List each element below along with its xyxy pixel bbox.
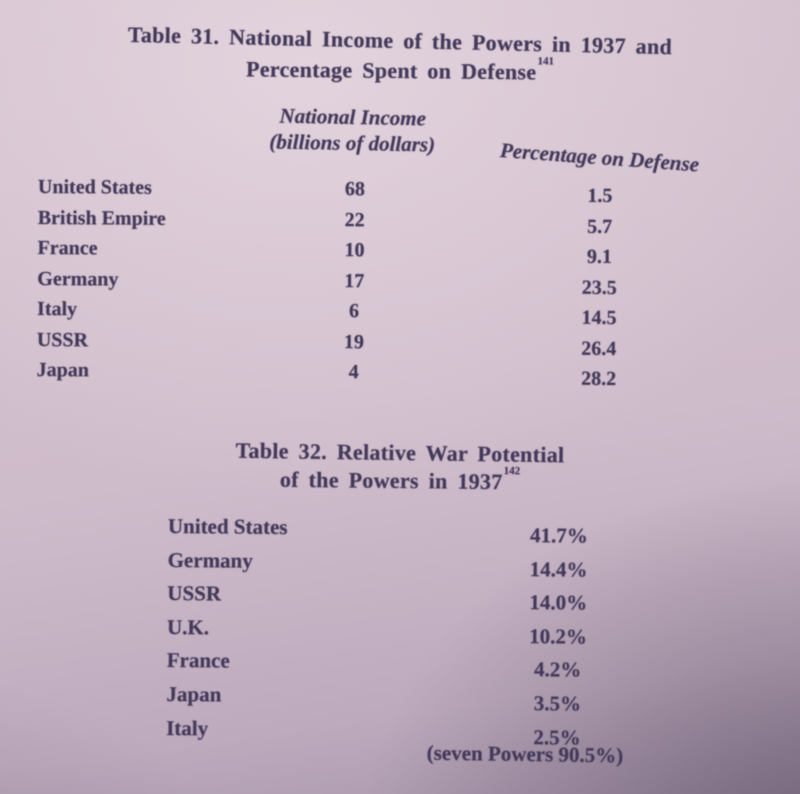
country-label: USSR [167,581,222,606]
seven-powers-total: (seven Powers 90.5%) [426,740,624,768]
country-label: Italy [166,715,209,740]
table-row: U.K. 10.2% [0,613,799,650]
table-row: United States 41.7% [0,513,800,550]
country-label: U.K. [166,614,210,640]
country-label: Japan [166,681,222,707]
table-row: Germany 14.4% [0,546,800,583]
table-row: Japan 3.5% [0,681,799,718]
war-potential-value: 3.5% [533,691,582,716]
table-row: France 4.2% [0,647,799,684]
country-label: France [166,648,230,673]
war-potential-value: 10.2% [529,623,587,649]
table-row: USSR 14.0% [0,580,799,617]
war-potential-value: 14.0% [529,590,588,615]
war-potential-value: 4.2% [533,657,582,682]
country-label: United States [167,513,288,540]
country-label: Germany [167,547,253,573]
war-potential-value: 14.4% [529,556,588,582]
war-potential-value: 41.7% [529,523,588,548]
